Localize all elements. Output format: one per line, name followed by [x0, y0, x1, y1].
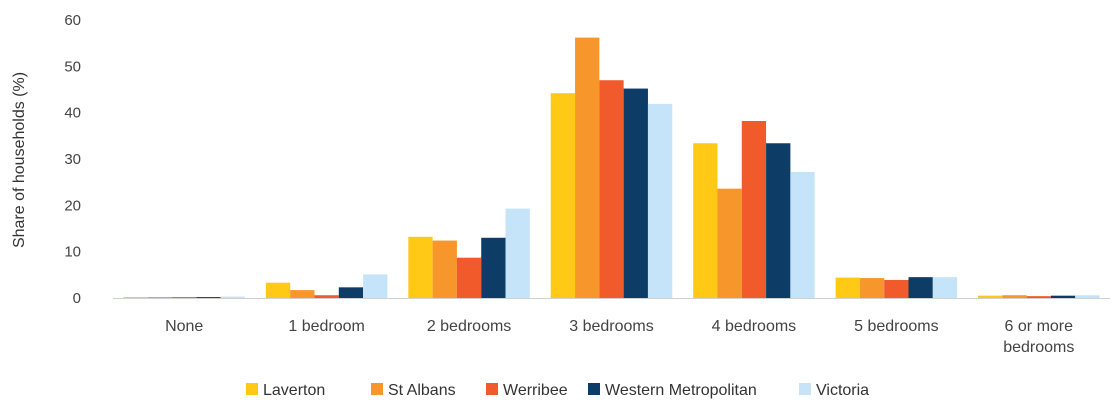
- bar: [1075, 295, 1100, 298]
- bar: [599, 80, 624, 298]
- bar: [338, 287, 364, 298]
- bar: [1026, 296, 1051, 298]
- legend-label: St Albans: [388, 382, 456, 399]
- legend-swatch: [371, 383, 383, 395]
- bar: [456, 257, 482, 298]
- x-tick-label: 3 bedrooms: [569, 318, 654, 335]
- legend-label: Laverton: [263, 382, 325, 399]
- bar: [432, 240, 457, 298]
- legend-swatch: [588, 383, 600, 395]
- y-tick-label: 60: [64, 12, 81, 29]
- bar: [481, 237, 506, 298]
- y-tick-label: 30: [64, 151, 81, 168]
- bars: [123, 37, 1100, 299]
- bar: [647, 103, 673, 298]
- bar: [623, 88, 648, 298]
- bar: [835, 277, 860, 298]
- bar: [290, 290, 315, 298]
- bar: [1050, 295, 1076, 298]
- y-tick-label: 20: [64, 197, 81, 214]
- x-tick-label: bedrooms: [1003, 339, 1074, 356]
- legend-item: Werribee: [486, 382, 568, 399]
- legend-label: Victoria: [816, 382, 869, 399]
- y-tick-label: 0: [73, 290, 81, 307]
- legend-item: St Albans: [371, 382, 456, 399]
- bar: [363, 274, 388, 298]
- y-axis-ticks: 0 10 20 30 40 50 60: [64, 12, 81, 307]
- bar: [884, 279, 909, 298]
- legend-item: Western Metropolitan: [588, 382, 757, 399]
- bar: [408, 236, 433, 298]
- bar: [172, 297, 197, 298]
- legend: Laverton St Albans Werribee Western Metropo…: [246, 382, 869, 399]
- y-axis-title: Share of households (%): [11, 72, 28, 248]
- x-tick-label: 1 bedroom: [288, 318, 365, 335]
- bar: [908, 277, 933, 298]
- x-tick-label: 5 bedrooms: [854, 318, 939, 335]
- bar: [741, 121, 767, 298]
- bar: [314, 295, 339, 298]
- bar: [123, 297, 148, 298]
- bar: [859, 278, 885, 298]
- bar: [1002, 295, 1027, 298]
- y-tick-label: 10: [64, 244, 81, 261]
- legend-item: Victoria: [799, 382, 869, 399]
- x-tick-label: 4 bedrooms: [712, 318, 797, 335]
- y-tick-label: 50: [64, 58, 81, 75]
- legend-label: Werribee: [503, 382, 568, 399]
- bar: [265, 282, 291, 298]
- bar: [766, 143, 791, 298]
- bar: [550, 93, 576, 299]
- legend-label: Western Metropolitan: [605, 382, 757, 399]
- y-tick-label: 40: [64, 105, 81, 122]
- bar: [196, 297, 221, 298]
- bar: [147, 297, 173, 298]
- legend-swatch: [799, 383, 811, 395]
- bar: [717, 188, 742, 298]
- bar: [575, 37, 600, 299]
- bar: [505, 208, 530, 298]
- bar: [790, 171, 815, 298]
- bar: [220, 296, 245, 298]
- x-tick-label: 6 or more: [1005, 318, 1074, 335]
- legend-swatch: [246, 383, 258, 395]
- bar: [693, 143, 718, 298]
- x-tick-label: None: [165, 318, 203, 335]
- legend-swatch: [486, 383, 498, 395]
- bar: [932, 277, 958, 298]
- x-tick-label: 2 bedrooms: [427, 318, 512, 335]
- legend-item: Laverton: [246, 382, 325, 399]
- x-axis-labels: None 1 bedroom 2 bedrooms 3 bedrooms 4 bedro…: [165, 318, 1074, 356]
- bar: [978, 295, 1003, 298]
